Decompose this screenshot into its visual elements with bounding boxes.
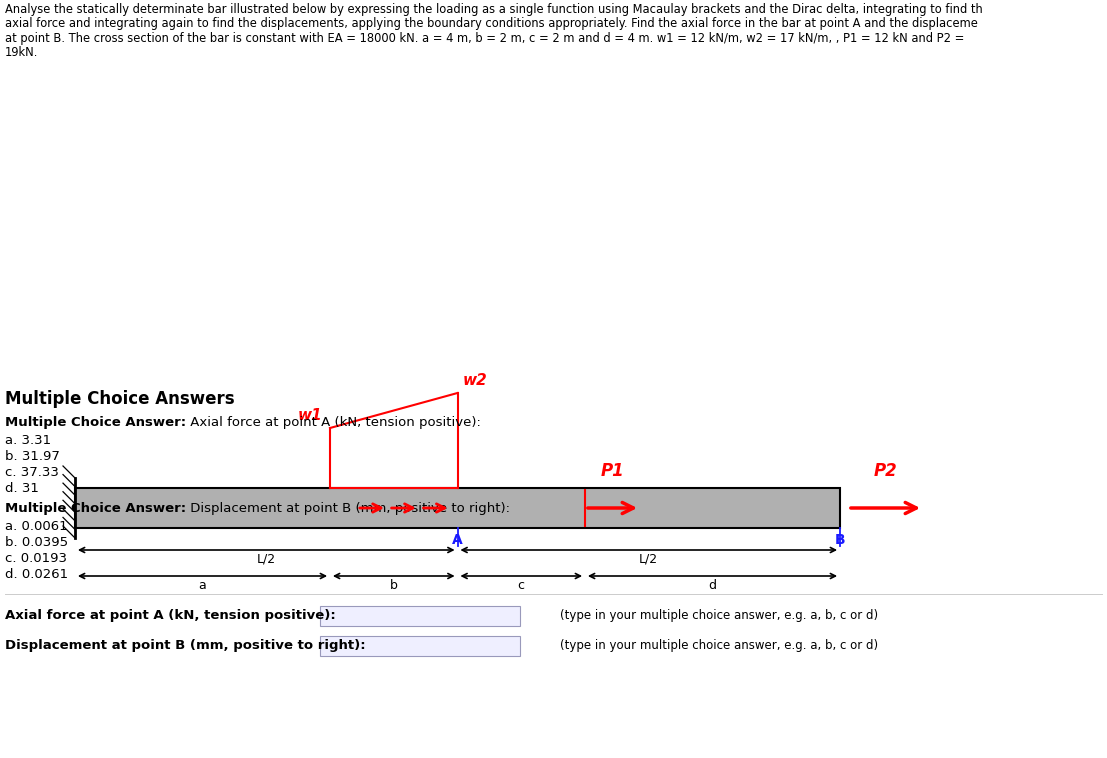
Text: b. 0.0395: b. 0.0395 <box>6 536 69 549</box>
Text: w1: w1 <box>298 408 322 423</box>
Text: Axial force at point A (kN, tension positive):: Axial force at point A (kN, tension posi… <box>6 609 335 622</box>
Text: Displacement at point B (mm, positive to right):: Displacement at point B (mm, positive to… <box>6 640 365 653</box>
Text: L/2: L/2 <box>639 553 659 566</box>
Text: d. 31: d. 31 <box>6 482 39 495</box>
Text: Analyse the statically determinate bar illustrated below by expressing the loadi: Analyse the statically determinate bar i… <box>6 3 983 16</box>
Text: Multiple Choice Answer:: Multiple Choice Answer: <box>6 416 186 429</box>
Text: c: c <box>518 579 525 592</box>
Text: A: A <box>452 533 463 547</box>
Text: Axial force at point A (kN, tension positive):: Axial force at point A (kN, tension posi… <box>186 416 482 429</box>
Text: w2: w2 <box>463 373 487 388</box>
Bar <box>320 636 520 656</box>
Text: Multiple Choice Answers: Multiple Choice Answers <box>6 390 235 408</box>
Text: d: d <box>708 579 716 592</box>
Text: a: a <box>198 579 206 592</box>
Text: a. 0.0061: a. 0.0061 <box>6 520 68 533</box>
Text: Displacement at point B (mm, positive to right):: Displacement at point B (mm, positive to… <box>186 502 510 515</box>
Text: B: B <box>835 533 846 547</box>
Text: axial force and integrating again to find the displacements, applying the bounda: axial force and integrating again to fin… <box>6 17 977 30</box>
Bar <box>320 606 520 626</box>
Text: b. 31.97: b. 31.97 <box>6 450 60 463</box>
Text: a. 3.31: a. 3.31 <box>6 434 51 447</box>
Text: c. 37.33: c. 37.33 <box>6 466 59 479</box>
Text: P1: P1 <box>601 462 624 480</box>
Text: c. 0.0193: c. 0.0193 <box>6 552 68 565</box>
Text: d. 0.0261: d. 0.0261 <box>6 568 69 581</box>
Text: (type in your multiple choice answer, e.g. a, b, c or d): (type in your multiple choice answer, e.… <box>560 640 878 653</box>
Text: Multiple Choice Answer:: Multiple Choice Answer: <box>6 502 186 515</box>
Text: 19kN.: 19kN. <box>6 46 39 59</box>
Text: b: b <box>390 579 397 592</box>
Text: L/2: L/2 <box>257 553 276 566</box>
Text: P2: P2 <box>873 462 898 480</box>
Bar <box>75 488 840 528</box>
Text: at point B. The cross section of the bar is constant with EA = 18000 kN. a = 4 m: at point B. The cross section of the bar… <box>6 32 964 45</box>
Text: (type in your multiple choice answer, e.g. a, b, c or d): (type in your multiple choice answer, e.… <box>560 609 878 622</box>
